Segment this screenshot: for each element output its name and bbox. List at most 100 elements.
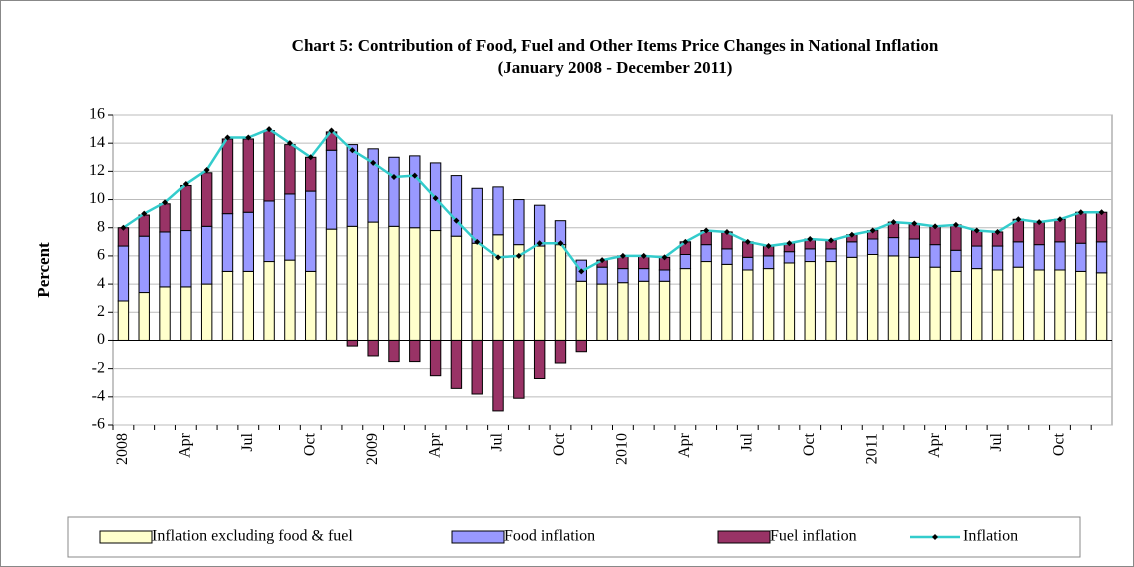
x-tick-label: Apr: [177, 432, 194, 458]
legend-label: Inflation excluding food & fuel: [152, 528, 353, 545]
line-marker: [1015, 216, 1022, 223]
bar-segment: [1075, 270, 1087, 341]
line-marker: [390, 174, 397, 180]
bar-segment: [513, 339, 525, 399]
bar-segment: [950, 224, 962, 251]
bar-segment: [825, 261, 837, 341]
legend-label: Inflation: [963, 528, 1018, 545]
line-marker: [453, 217, 460, 224]
bar-segment: [679, 254, 692, 270]
line-marker: [432, 195, 439, 202]
line-marker: [869, 227, 876, 234]
bar-segment: [242, 211, 254, 272]
bar-segment: [388, 156, 400, 227]
x-tick-label: Jul: [988, 432, 1005, 451]
bar-segment: [1075, 242, 1087, 272]
legend-label: Food inflation: [504, 528, 595, 545]
chart-subtitle: (January 2008 - December 2011): [498, 58, 733, 77]
legend-swatch: [451, 530, 505, 544]
bar-segment: [658, 269, 671, 282]
bar-segment: [242, 270, 254, 341]
bar-segment: [263, 130, 275, 202]
x-tick-label: Jul: [738, 432, 755, 451]
bar-segment: [180, 230, 192, 288]
x-tick-label: Oct: [1051, 432, 1068, 456]
bar-segment: [450, 175, 463, 237]
line-marker: [828, 237, 835, 244]
y-tick-label: 16: [89, 106, 105, 123]
bar-segment: [1012, 266, 1025, 341]
line-marker: [973, 227, 980, 234]
bar-segment: [617, 282, 629, 341]
line-series: [122, 127, 1102, 274]
bar-segment: [429, 339, 442, 377]
bar-segment: [554, 244, 567, 341]
bar-segment: [1095, 272, 1108, 341]
line-marker: [848, 231, 855, 238]
bar-segment: [700, 261, 712, 341]
line-marker: [328, 127, 335, 134]
bar-segment: [575, 339, 587, 353]
bar-segment: [1012, 241, 1025, 268]
bar-segment: [305, 270, 317, 341]
bar-segment: [679, 268, 692, 341]
bar-segment: [471, 187, 483, 244]
bar-segment: [783, 262, 796, 341]
bar-segment: [180, 286, 192, 341]
bar-segment: [575, 280, 587, 341]
bar-segment: [762, 255, 775, 270]
line-marker: [1098, 209, 1105, 216]
bar-segment: [638, 268, 650, 282]
x-tick-label: Oct: [301, 432, 318, 456]
bar-segment: [866, 238, 879, 255]
y-tick-label: 4: [97, 275, 105, 292]
bar-segment: [1033, 244, 1045, 271]
line-marker: [619, 252, 626, 259]
line-marker: [515, 252, 522, 259]
line-marker: [141, 210, 148, 217]
line-marker: [744, 238, 751, 245]
bar-segment: [138, 292, 150, 341]
line-marker: [495, 254, 502, 261]
bar-segment: [762, 268, 775, 341]
x-tick-label: Jul: [239, 432, 256, 451]
bar-segment: [325, 149, 338, 230]
bar-segment: [388, 339, 400, 363]
line-marker: [890, 219, 897, 226]
bar-segment: [929, 266, 941, 341]
bar-segment: [950, 270, 962, 341]
line-marker: [370, 159, 377, 166]
bar-segment: [492, 186, 504, 236]
bar-segment: [908, 256, 920, 341]
line-marker: [557, 240, 564, 247]
line-marker: [245, 134, 252, 141]
line-marker: [307, 154, 314, 161]
bar-segment: [533, 204, 546, 247]
line-marker: [411, 172, 418, 179]
bar-segment: [367, 221, 379, 341]
x-tick-label: Apr: [926, 432, 943, 458]
bar-segment: [533, 339, 546, 380]
x-tick-label: 2010: [614, 433, 631, 465]
line-marker: [349, 147, 356, 154]
bar-segment: [513, 244, 525, 341]
bar-segment: [284, 259, 296, 341]
bar-segment: [492, 339, 504, 412]
y-tick-label: 6: [97, 247, 105, 264]
bar-segment: [596, 266, 608, 285]
x-tick-label: 2008: [114, 433, 131, 465]
line-marker: [578, 268, 585, 275]
line-marker: [536, 240, 543, 247]
bar-segment: [180, 184, 192, 232]
bar-segment: [325, 228, 338, 341]
bar-segment: [159, 203, 171, 233]
bar-segment: [804, 261, 816, 341]
bar-segment: [117, 245, 130, 302]
bar-segment: [950, 249, 962, 272]
y-tick-label: -2: [92, 359, 105, 376]
bar-segment: [409, 339, 421, 363]
y-tick-label: 10: [89, 190, 105, 207]
bar-segment: [305, 156, 317, 192]
y-tick-label: 12: [89, 162, 105, 179]
bar-segment: [1033, 221, 1045, 246]
